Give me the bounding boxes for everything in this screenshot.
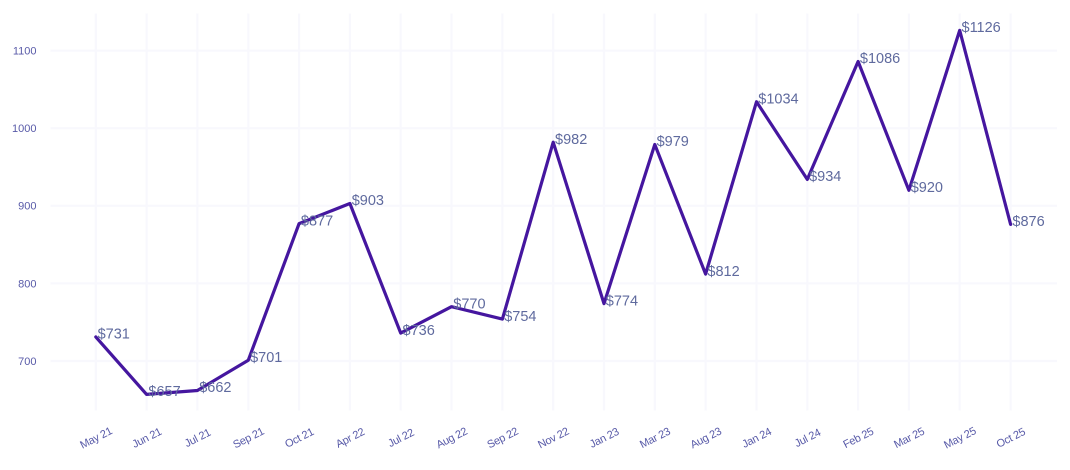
svg-text:1000: 1000: [12, 123, 36, 135]
svg-text:$877: $877: [301, 213, 333, 229]
svg-text:$903: $903: [352, 193, 384, 209]
svg-text:$701: $701: [250, 350, 282, 366]
svg-text:$812: $812: [707, 264, 739, 280]
svg-text:$754: $754: [504, 309, 536, 325]
svg-text:$1086: $1086: [860, 51, 900, 67]
svg-text:$662: $662: [199, 380, 231, 396]
svg-text:$1034: $1034: [758, 92, 798, 108]
svg-text:$770: $770: [453, 296, 485, 312]
svg-text:$1126: $1126: [962, 20, 1001, 36]
svg-text:800: 800: [18, 278, 36, 290]
svg-text:900: 900: [18, 201, 36, 213]
svg-text:$731: $731: [98, 327, 130, 343]
svg-text:$934: $934: [809, 169, 841, 185]
svg-text:$774: $774: [606, 293, 638, 309]
svg-text:$736: $736: [403, 323, 435, 339]
svg-text:$920: $920: [911, 180, 943, 196]
svg-text:1100: 1100: [13, 46, 37, 58]
svg-text:$876: $876: [1012, 214, 1044, 230]
svg-text:$657: $657: [148, 384, 180, 400]
svg-text:$979: $979: [657, 134, 689, 150]
svg-text:700: 700: [18, 356, 36, 368]
svg-text:$982: $982: [555, 132, 587, 148]
